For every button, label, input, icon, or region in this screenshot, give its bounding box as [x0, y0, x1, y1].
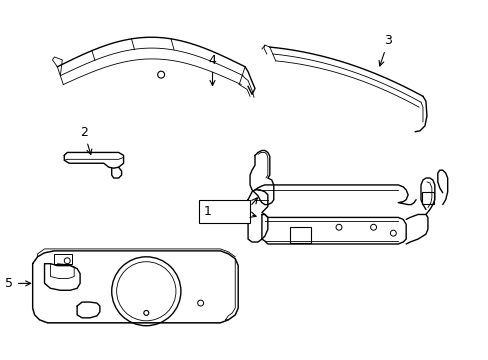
Polygon shape [33, 251, 238, 323]
Text: 5: 5 [5, 277, 31, 290]
Bar [198, 200, 249, 223]
Bar [289, 227, 311, 243]
Text: 3: 3 [378, 34, 391, 66]
Text: 4: 4 [208, 54, 216, 85]
Text: 2: 2 [80, 126, 92, 154]
Text: 1: 1 [203, 206, 211, 219]
Bar [421, 192, 433, 204]
Bar [54, 254, 72, 264]
